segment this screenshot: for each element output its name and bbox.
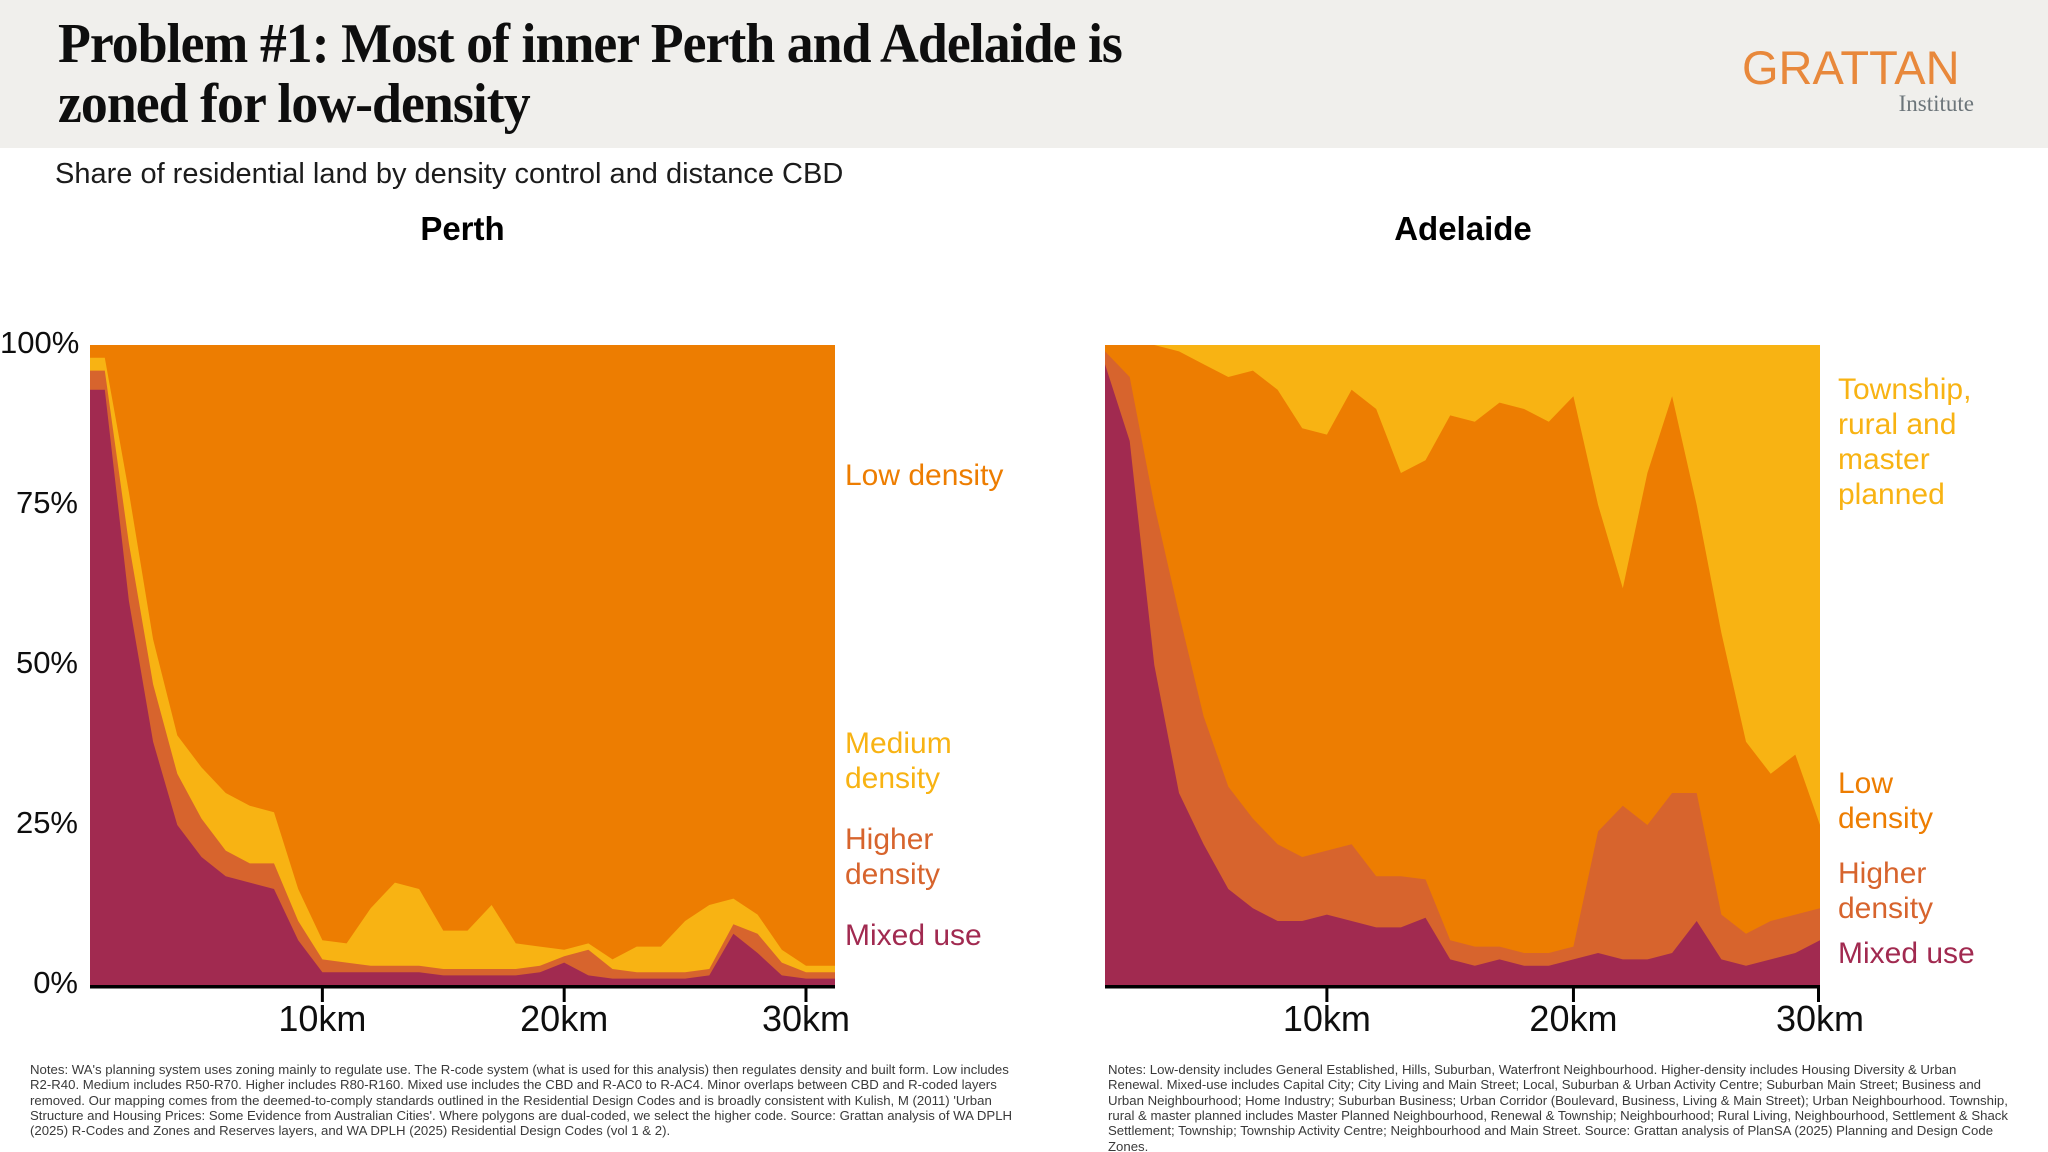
perth-legend-higher-density: Higher density [845,823,941,891]
adelaide-x-tick-label-20km: 20km [1529,998,1618,1039]
perth-y-tick-label-0pct: 0% [33,965,78,1000]
adelaide-legend-higher-density: Higher density [1838,857,1934,925]
grattan-logo-institute: Institute [1898,91,1974,116]
perth-x-tick-label-30km: 30km [761,998,850,1039]
adelaide-x-tick-label-30km: 30km [1775,998,1865,1039]
adelaide-footnote: Notes: Low-density includes General Esta… [1108,1062,2008,1152]
grattan-logo: GRATTAN Institute [1742,44,1982,116]
area-higher-density [1105,351,1820,985]
adelaide-stacked-area-chart [1105,345,1820,1002]
page-title-line-2: zoned for low-density [58,73,531,136]
page-title: Problem #1: Most of inner Perth and Adel… [58,13,1123,136]
page-title-line-1: Problem #1: Most of inner Perth and Adel… [58,13,1123,75]
adelaide-chart-title: Adelaide [1394,210,1532,247]
adelaide-legend-township-rural-master-planned: Township, rural and master planned [1838,373,1972,511]
area-mixed-use [90,389,835,985]
perth-legend-mixed-use: Mixed use [845,919,982,952]
perth-legend-low-density: Low density [845,459,1004,492]
perth-x-tick-label-10km: 10km [278,998,367,1039]
header-band: Problem #1: Most of inner Perth and Adel… [0,0,2048,148]
perth-x-tick-label-20km: 20km [520,998,609,1039]
perth-y-tick-label-75pct: 75% [15,485,78,520]
area-medium-density [90,357,835,985]
adelaide-x-tick-label-10km: 10km [1282,998,1371,1039]
perth-stacked-area-chart [90,345,835,1002]
adelaide-legend-low-density: Low density [1838,767,1934,835]
perth-footnote: Notes: WA's planning system uses zoning … [30,1062,1013,1139]
perth-legend-medium-density: Medium density [845,727,952,795]
perth-y-tick-label-25pct: 25% [15,805,78,840]
adelaide-legend-mixed-use: Mixed use [1838,937,1975,970]
perth-y-tick-label-50pct: 50% [15,645,78,680]
chart-subtitle: Share of residential land by density con… [55,158,844,190]
perth-chart-title: Perth [420,210,505,247]
grattan-logo-wordmark: GRATTAN [1742,41,1960,94]
area-mixed-use [1105,364,1820,985]
perth-y-tick-label-100pct: 100% [0,325,80,360]
